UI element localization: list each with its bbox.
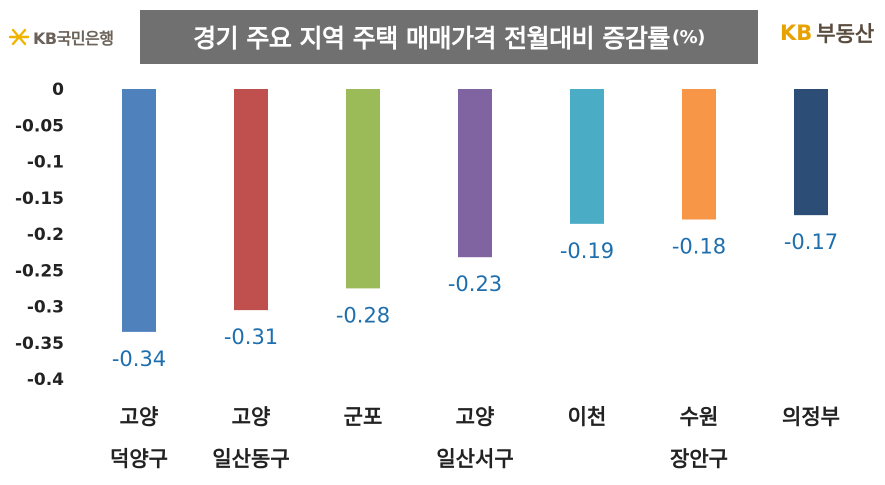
y-tick-label: -0.25: [15, 261, 64, 281]
kb-star-icon: [8, 28, 30, 46]
data-label: -0.23: [448, 272, 502, 296]
x-tick-label: 수원: [680, 405, 719, 429]
y-tick-label: 0: [52, 80, 64, 100]
data-label: -0.17: [784, 230, 838, 254]
y-tick-label: -0.1: [27, 153, 64, 173]
chart-title: 경기 주요 지역 주택 매매가격 전월대비 증감률: [193, 24, 670, 53]
y-tick-label: -0.15: [15, 189, 64, 209]
bars: [122, 89, 828, 332]
bar: [458, 89, 492, 258]
bar: [682, 89, 716, 220]
bar: [346, 89, 380, 289]
x-tick-label: 덕양구: [110, 447, 168, 471]
x-tick-label: 고양: [232, 405, 271, 429]
x-tick-label: 일산서구: [436, 447, 513, 471]
x-tick-label: 일산동구: [212, 447, 289, 471]
y-axis: 0 -0.05 -0.1 -0.15 -0.2 -0.25 -0.3 -0.35 -0.4: [15, 80, 64, 390]
x-tick-label: 장안구: [670, 447, 728, 471]
brand-name: 부동산: [816, 22, 875, 46]
y-tick-label: -0.05: [15, 116, 64, 136]
bar: [122, 89, 156, 332]
x-tick-label: 고양: [456, 405, 495, 429]
logo-text: KB국민은행: [33, 29, 114, 48]
x-tick-label: 의정부: [782, 405, 840, 429]
y-tick-label: -0.2: [27, 225, 64, 245]
kb-realestate-brand: KB 부동산: [780, 18, 874, 48]
chart-title-box: 경기 주요 지역 주택 매매가격 전월대비 증감률 (%): [140, 10, 758, 64]
bar: [234, 89, 268, 311]
data-label: -0.34: [112, 347, 166, 371]
x-tick-label: 고양: [120, 405, 159, 429]
y-tick-label: -0.35: [15, 334, 64, 354]
data-label: -0.19: [560, 239, 614, 263]
x-tick-label: 군포: [344, 405, 383, 429]
header: KB국민은행 경기 주요 지역 주택 매매가격 전월대비 증감률 (%) KB …: [0, 0, 885, 70]
brand-kb: KB: [780, 21, 813, 45]
x-tick-label: 이천: [568, 405, 607, 429]
data-label: -0.31: [224, 325, 278, 349]
y-tick-label: -0.4: [27, 370, 64, 390]
data-label: -0.18: [672, 235, 726, 259]
y-tick-label: -0.3: [27, 298, 64, 318]
kb-bank-logo: KB국민은행: [8, 24, 114, 50]
bar: [570, 89, 604, 224]
data-label: -0.28: [336, 303, 390, 327]
bar: [794, 89, 828, 216]
data-labels: -0.34 -0.31 -0.28 -0.23 -0.19 -0.18 -0.17: [112, 230, 838, 371]
chart-title-unit: (%): [671, 26, 706, 48]
